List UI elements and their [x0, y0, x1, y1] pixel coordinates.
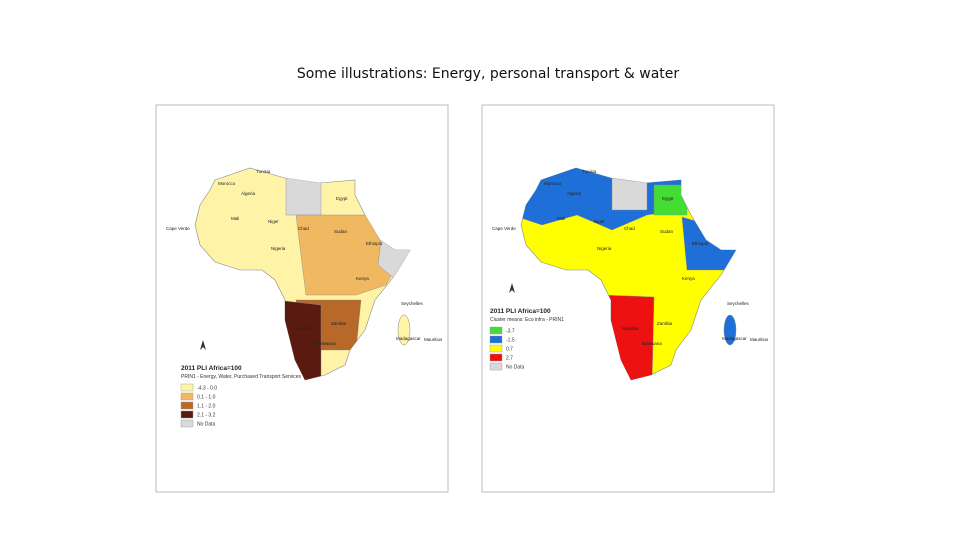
country-label: Chad [624, 226, 635, 231]
country-label: Algeria [241, 191, 256, 196]
country-label: Seychelles [727, 301, 750, 306]
legend-label: 1.1 - 2.0 [197, 404, 216, 410]
legend-swatch [180, 419, 194, 428]
legend-subtitle: Cluster means: Eco infra - PRIN1 [490, 317, 564, 323]
country-label: Zambia [331, 321, 347, 326]
country-label: Morocco [544, 181, 562, 186]
country-label: Kenya [356, 276, 369, 281]
country-label: Sudan [334, 229, 348, 234]
country-label: Tunisia [256, 169, 271, 174]
madagascar [723, 314, 737, 346]
legend-swatch [489, 353, 503, 362]
slide-title: Some illustrations: Energy, personal tra… [297, 66, 680, 82]
country-label: Mauritius [750, 337, 769, 342]
country-label: Egypt [336, 196, 348, 201]
legend-swatch [489, 335, 503, 344]
legend-title: 2011 PLI Africa=100 [181, 365, 242, 372]
country-label: Niger [594, 219, 605, 224]
country-label: Seychelles [401, 301, 424, 306]
country-label: Morocco [218, 181, 236, 186]
legend-swatch [180, 401, 194, 410]
legend-swatch [180, 383, 194, 392]
legend-swatch [489, 362, 503, 371]
legend-label: -4.3 - 0.0 [197, 386, 217, 392]
country-label: Ethiopia [692, 241, 709, 246]
legend-label: -3.7 [506, 329, 515, 335]
country-label: Madagascar [722, 336, 747, 341]
country-label: Nigeria [597, 246, 612, 251]
country-label: Zambia [657, 321, 673, 326]
country-label: Cape Verde [492, 226, 516, 231]
country-label: Botswana [642, 341, 662, 346]
country-label: Nigeria [271, 246, 286, 251]
legend-label: 2.1 - 3.2 [197, 413, 216, 419]
country-label: Madagascar [396, 336, 421, 341]
legend-label: 0.7 [506, 347, 513, 353]
country-label: Chad [298, 226, 309, 231]
country-label: Mali [557, 216, 565, 221]
country-label: Sudan [660, 229, 674, 234]
map-panel: Tunisia Morocco Algeria Egypt Mali Niger Chad S… [481, 104, 775, 493]
legend-swatch [180, 392, 194, 401]
north-arrow [509, 283, 515, 293]
country-label: Mauritius [424, 337, 443, 342]
country-label: Tunisia [582, 169, 597, 174]
country-label: Namibia [622, 326, 639, 331]
country-label: Kenya [682, 276, 695, 281]
legend-swatch [489, 344, 503, 353]
legend-swatch [180, 410, 194, 419]
region [653, 184, 688, 216]
country-label: Mali [231, 216, 239, 221]
country-label: Namibia [296, 326, 313, 331]
legend-subtitle: PRIN1 - Energy, Water, Purchased Transpo… [181, 374, 302, 380]
country-label: Algeria [567, 191, 582, 196]
legend-swatch [489, 326, 503, 335]
legend-label: 2.7 [506, 356, 513, 362]
country-label: Egypt [662, 196, 674, 201]
map-panel: Tunisia Morocco Algeria Egypt Mali Niger Chad S… [155, 104, 449, 493]
north-arrow [200, 340, 206, 350]
legend-label: 0.1 - 1.0 [197, 395, 216, 401]
legend-label: No Data [197, 422, 216, 428]
legend-title: 2011 PLI Africa=100 [490, 308, 551, 315]
country-label: Cape Verde [166, 226, 190, 231]
country-label: Ethiopia [366, 241, 383, 246]
madagascar [397, 314, 411, 346]
legend-label: -1.5 [506, 338, 515, 344]
country-label: Niger [268, 219, 279, 224]
legend-label: No Data [506, 365, 525, 371]
country-label: Botswana [316, 341, 336, 346]
